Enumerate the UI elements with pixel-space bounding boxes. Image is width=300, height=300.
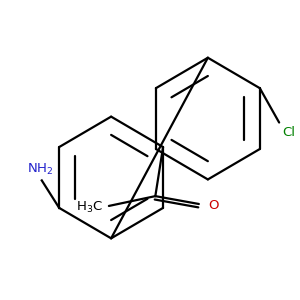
Text: NH$_2$: NH$_2$ [27, 161, 53, 176]
Text: Cl: Cl [282, 126, 295, 140]
Text: H$_3$C: H$_3$C [76, 200, 103, 215]
Text: O: O [208, 200, 219, 212]
